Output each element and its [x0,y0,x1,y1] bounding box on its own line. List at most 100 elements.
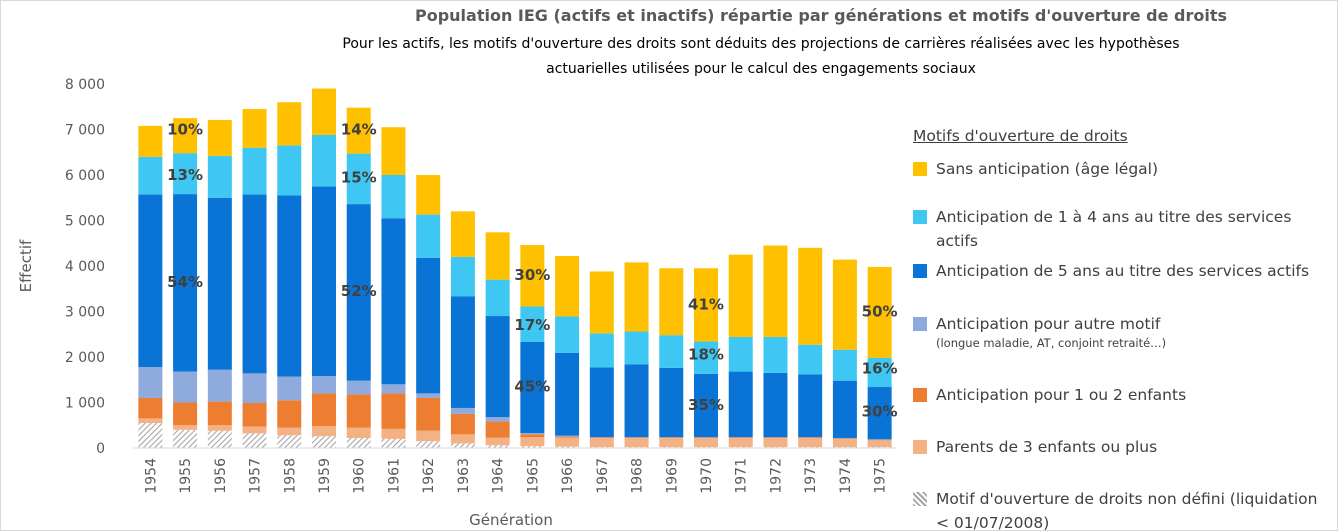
bar-segment [381,438,406,448]
bar-segment [312,436,336,448]
annotation: 30% [514,266,550,284]
bar-segment [798,437,823,448]
bar-segment [346,204,371,381]
legend-label: Anticipation pour 1 ou 2 enfants [936,386,1187,404]
x-tick-label: 1970 [699,458,715,494]
y-tick-label: 8 000 [65,77,105,93]
bar-segment [555,437,580,447]
bar-segment [138,367,163,398]
bar-segment [555,446,580,448]
bar-segment [416,397,441,431]
y-tick-label: 2 000 [65,350,105,366]
bar-segment [346,437,371,448]
bar-segment [207,430,232,448]
bar-segment [485,445,510,448]
bar-segment [450,256,475,297]
legend-label: Motif d'ouverture de droits non défini (… [936,490,1318,531]
legend-swatch [913,162,927,176]
bar-segment [589,367,614,438]
y-tick-label: 6 000 [65,168,105,184]
x-tick-label: 1962 [421,458,437,494]
x-tick-label: 1956 [213,458,229,494]
bar-segment [589,437,614,448]
x-tick-label: 1972 [768,458,784,494]
bar-segment [763,245,788,337]
bar-segment [138,156,163,195]
bar-segment [798,374,823,438]
bar-segment [312,186,336,377]
bar-segment [242,402,267,427]
bar-segment [555,255,580,317]
bar-segment [207,401,232,426]
bar-segment [242,426,267,434]
y-tick-label: 3 000 [65,305,105,321]
legend-swatch [913,492,927,506]
x-tick-label: 1960 [352,458,368,494]
legend-item: Anticipation pour 1 ou 2 enfants [913,383,1323,407]
bar-segment [138,422,163,448]
annotation: 10% [167,121,203,139]
bar-segment [832,380,857,438]
legend-item: Motif d'ouverture de droits non défini (… [913,487,1323,531]
legend-item: Anticipation de 1 à 4 ans au titre des s… [913,205,1323,253]
annotation: 52% [341,282,377,300]
bar-segment [520,432,545,435]
bar-segment [659,367,684,438]
legend-title: Motifs d'ouverture de droits [913,127,1128,145]
legend-swatch [913,440,927,454]
bar-segment [381,218,406,385]
y-tick-label: 1 000 [65,396,105,412]
bar-segment [207,119,232,156]
y-tick-label: 7 000 [65,123,105,139]
bar-segment [416,214,441,258]
bar-segment [416,441,441,448]
bar-segment [277,195,302,377]
bar-segment [346,427,371,438]
bar-segment [416,257,441,394]
bar-segment [450,443,475,448]
annotation: 35% [688,396,724,414]
bar-segment [763,372,788,438]
bar-segment [694,341,718,374]
bar-segment [277,435,302,448]
bar-segment [485,417,510,422]
y-axis-title: Effectif [17,239,35,292]
bar-segment [624,262,649,332]
bar-segment [867,387,892,440]
bar-segment [173,425,198,430]
bar-segment [728,254,753,337]
annotation: 54% [167,273,203,291]
bar-segment [659,268,684,336]
bar-segment [173,402,198,426]
x-tick-label: 1955 [178,458,194,494]
bar-segment [173,371,198,403]
bar-segment [346,107,371,154]
bar-segment [485,316,510,418]
bar-segment [381,393,406,429]
bar-segment [867,440,892,448]
x-tick-label: 1964 [491,458,507,494]
annotation: 18% [688,346,724,364]
bar-segment [867,357,892,388]
bar-segment [832,438,857,448]
bar-segment [173,118,198,154]
bar-segment [520,245,545,307]
legend-item: Sans anticipation (âge légal) [913,157,1323,181]
bar-segment [242,147,267,195]
x-axis-title: Génération [469,511,553,529]
bar-segment [242,433,267,448]
bar-segment [173,429,198,448]
legend-swatch [913,264,927,278]
annotation: 41% [688,296,724,314]
bar-segment [694,268,718,342]
legend-note: (longue maladie, AT, conjoint retraité…) [936,336,1167,350]
x-tick-label: 1954 [143,458,159,494]
bar-segment [798,247,823,345]
bar-segment [381,384,406,394]
legend-label: Anticipation de 1 à 4 ans au titre des s… [936,208,1292,250]
bar-segment [485,279,510,317]
bar-segment [728,371,753,438]
bar-segment [381,175,406,219]
